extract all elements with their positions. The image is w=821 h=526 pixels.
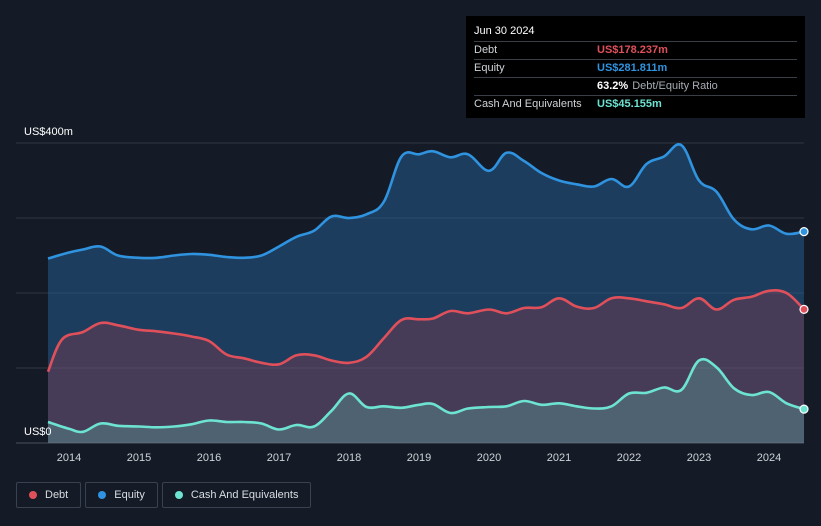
tooltip-panel: Jun 30 2024 Debt US$178.237m Equity US$2… — [466, 16, 805, 118]
tooltip-ratio-value: 63.2% — [597, 80, 629, 92]
legend-dot-cash-icon — [174, 491, 183, 499]
y-tick-label: US$400m — [24, 126, 73, 138]
x-tick-label: 2015 — [127, 452, 151, 464]
end-marker-debt — [799, 304, 809, 314]
end-markers — [799, 227, 809, 414]
end-marker-equity — [799, 227, 809, 237]
legend-item-equity[interactable]: Equity — [85, 482, 158, 508]
tooltip-equity-label: Equity — [474, 62, 505, 74]
x-axis-labels: 2014 2015 2016 2017 2018 2019 2020 2021 2022 2023… — [57, 452, 781, 464]
grid-lines — [16, 142, 804, 444]
legend-item-cash[interactable]: Cash And Equivalents — [161, 482, 312, 508]
tooltip-cash-value: US$45.155m — [597, 98, 662, 110]
chart-legend: Debt Equity Cash And Equivalents — [16, 482, 315, 510]
legend-dot-debt-icon — [29, 491, 37, 499]
y-axis-labels: US$400m US$0 — [24, 126, 73, 438]
x-tick-label: 2014 — [57, 452, 81, 464]
x-tick-label: 2016 — [197, 452, 221, 464]
tooltip-row-equity: Equity US$281.811m — [474, 59, 797, 77]
x-tick-label: 2018 — [337, 452, 361, 464]
series-areas — [48, 144, 804, 443]
tooltip-ratio-spacer — [474, 78, 597, 95]
tooltip-date: Jun 30 2024 — [474, 25, 535, 37]
tooltip-cash-label: Cash And Equivalents — [474, 98, 582, 110]
tooltip-row-ratio: 63.2% Debt/Equity Ratio — [474, 77, 797, 95]
x-tick-label: 2022 — [617, 452, 641, 464]
area-equity — [48, 144, 804, 443]
legend-item-debt[interactable]: Debt — [16, 482, 82, 508]
x-tick-label: 2017 — [267, 452, 291, 464]
x-tick-label: 2021 — [547, 452, 571, 464]
legend-dot-equity-icon — [98, 491, 107, 499]
legend-label-equity: Equity — [114, 489, 145, 501]
line-debt — [46, 289, 805, 373]
series-lines — [46, 143, 805, 434]
tooltip-debt-label: Debt — [474, 44, 498, 56]
tooltip-ratio-label: Debt/Equity Ratio — [632, 80, 718, 92]
x-tick-label: 2023 — [687, 452, 711, 464]
end-marker-cash — [799, 404, 809, 414]
legend-label-cash: Cash And Equivalents — [190, 489, 299, 501]
y-tick-label: US$0 — [24, 426, 52, 438]
line-cash — [47, 357, 805, 434]
legend-label-debt: Debt — [45, 489, 69, 501]
x-tick-label: 2020 — [477, 452, 501, 464]
tooltip-row-cash: Cash And Equivalents US$45.155m — [474, 95, 797, 113]
tooltip-equity-value: US$281.811m — [597, 62, 668, 74]
x-tick-label: 2024 — [757, 452, 781, 464]
tooltip-debt-value: US$178.237m — [597, 44, 668, 56]
tooltip-row-debt: Debt US$178.237m — [474, 41, 797, 59]
line-equity — [47, 143, 805, 260]
x-tick-label: 2019 — [407, 452, 431, 464]
